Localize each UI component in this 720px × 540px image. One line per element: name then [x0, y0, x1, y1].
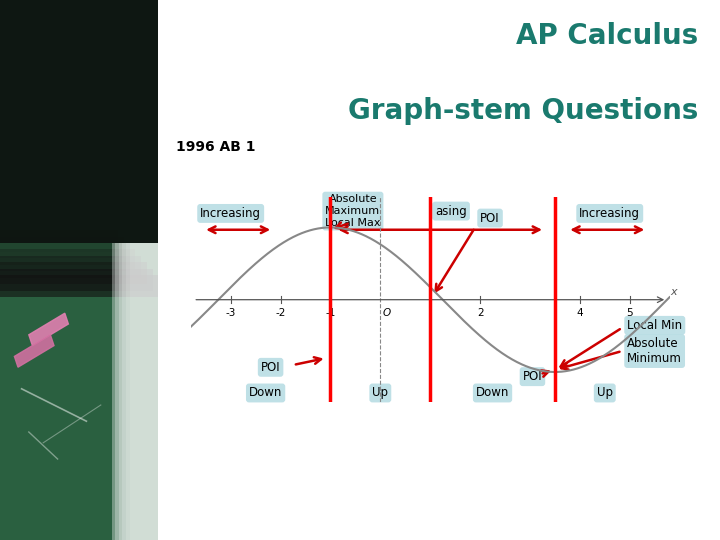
- Text: POI: POI: [523, 370, 542, 383]
- Text: Up: Up: [372, 387, 388, 400]
- Text: Absolute
Minimum: Absolute Minimum: [627, 337, 682, 365]
- Text: -3: -3: [225, 308, 236, 318]
- Bar: [0, 249, 135, 271]
- Text: -2: -2: [275, 308, 286, 318]
- Text: Down: Down: [249, 387, 282, 400]
- Polygon shape: [14, 335, 54, 367]
- Text: Graph-stem Questions: Graph-stem Questions: [348, 97, 698, 125]
- Text: Absolute
Maximum
Local Max: Absolute Maximum Local Max: [325, 194, 381, 228]
- Bar: [119, 243, 158, 540]
- Bar: [0, 269, 153, 291]
- Bar: [0, 243, 130, 265]
- Text: POI: POI: [261, 361, 280, 374]
- Text: 2: 2: [477, 308, 483, 318]
- Bar: [0, 230, 118, 252]
- Text: Local Min: Local Min: [627, 319, 683, 332]
- Text: Down: Down: [476, 387, 509, 400]
- Text: x: x: [670, 287, 678, 298]
- Text: 1996 AB 1: 1996 AB 1: [176, 140, 256, 154]
- Text: 5: 5: [626, 308, 633, 318]
- Text: Increasing: Increasing: [580, 207, 640, 220]
- Text: POI: POI: [480, 212, 500, 225]
- Text: Up: Up: [597, 387, 613, 400]
- Bar: [0, 256, 141, 278]
- Bar: [0, 0, 158, 540]
- Text: AP Calculus: AP Calculus: [516, 22, 698, 50]
- Polygon shape: [29, 313, 68, 346]
- Bar: [126, 243, 158, 540]
- Text: 4: 4: [577, 308, 583, 318]
- Text: asing: asing: [435, 205, 467, 218]
- Bar: [0, 262, 147, 284]
- Bar: [0, 275, 158, 297]
- Bar: [130, 243, 158, 540]
- Bar: [122, 243, 158, 540]
- Text: O: O: [382, 308, 390, 318]
- Bar: [0, 0, 158, 243]
- Bar: [112, 243, 158, 540]
- Text: Increasing: Increasing: [200, 207, 261, 220]
- Text: -1: -1: [325, 308, 336, 318]
- Bar: [0, 237, 124, 258]
- Bar: [115, 243, 158, 540]
